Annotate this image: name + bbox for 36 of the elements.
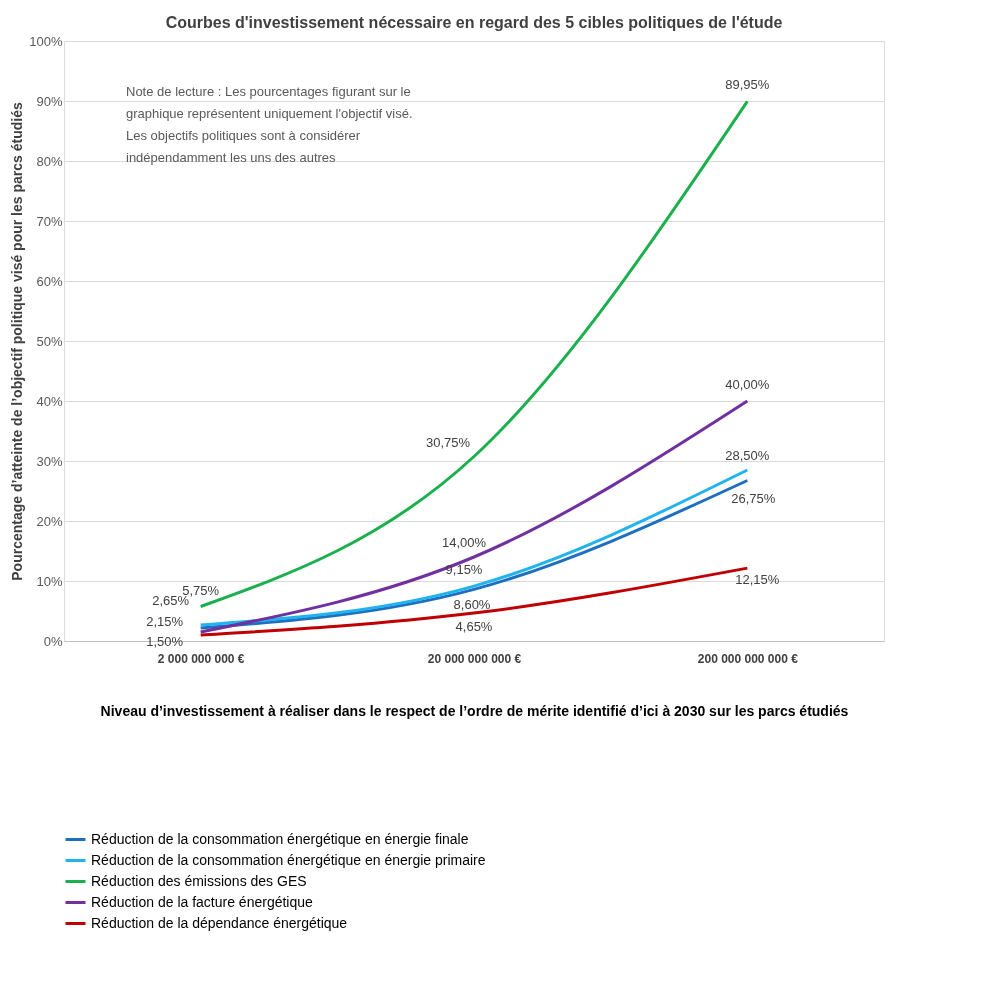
y-tick-label: 90%: [36, 93, 63, 109]
legend-label: Réduction de la facture énergétique: [91, 893, 314, 910]
x-tick-label: 20 000 000 000 €: [427, 651, 522, 666]
x-axis-title: Niveau d’investissement à réaliser dans le respect de l’ordre de mérite identifié d’ici à 2030 sur les parcs étudiés: [100, 702, 849, 719]
data-label: 5,75%: [182, 582, 220, 598]
data-label: 30,75%: [425, 434, 471, 450]
y-tick-label: 70%: [36, 213, 63, 229]
x-tick-label: 200 000 000 000 €: [697, 651, 799, 666]
y-tick-label: 10%: [36, 573, 63, 589]
y-tick-label: 60%: [36, 273, 63, 289]
x-tick-label: 2 000 000 000 €: [157, 651, 245, 666]
legend-label: Réduction des émissions des GES: [91, 872, 307, 889]
data-label: 4,65%: [455, 619, 493, 635]
y-tick-label: 50%: [36, 333, 63, 349]
data-label: 1,50%: [146, 634, 184, 649]
data-label: 89,95%: [725, 77, 770, 93]
y-axis-title: Pourcentage d’atteinte de l’objectif politique visé pour les parcs étudiés: [9, 102, 26, 581]
legend-label: Réduction de la consommation énergétique en énergie primaire: [91, 851, 486, 868]
data-label: 40,00%: [725, 377, 770, 392]
annotation: Note de lecture : Les pourcentages figurant sur le graphique représentent uniquement l'objectif visé. Les objectifs politiques sont à considérer indépendamment les uns des autres: [126, 84, 413, 165]
data-label: 9,15%: [445, 562, 483, 578]
legend-label: Réduction de la dépendance énergétique: [91, 914, 348, 931]
y-tick-label: 100%: [29, 33, 63, 49]
data-label: 12,15%: [735, 572, 780, 588]
data-label: 2,15%: [146, 614, 184, 630]
y-tick-label: 40%: [36, 393, 63, 409]
y-tick-label: 0%: [43, 633, 63, 649]
chart-title: Courbes d'investissement nécessaire en regard des 5 cibles politiques de l'étude: [165, 14, 783, 31]
y-tick-label: 20%: [36, 513, 63, 529]
data-label: 28,50%: [725, 448, 770, 463]
data-label: 8,60%: [453, 597, 491, 613]
y-tick-label: 80%: [36, 153, 63, 169]
legend-label: Réduction de la consommation énergétique en énergie finale: [91, 830, 469, 847]
data-label: 26,75%: [731, 490, 776, 506]
y-tick-label: 30%: [36, 453, 63, 469]
data-label: 14,00%: [441, 535, 487, 550]
